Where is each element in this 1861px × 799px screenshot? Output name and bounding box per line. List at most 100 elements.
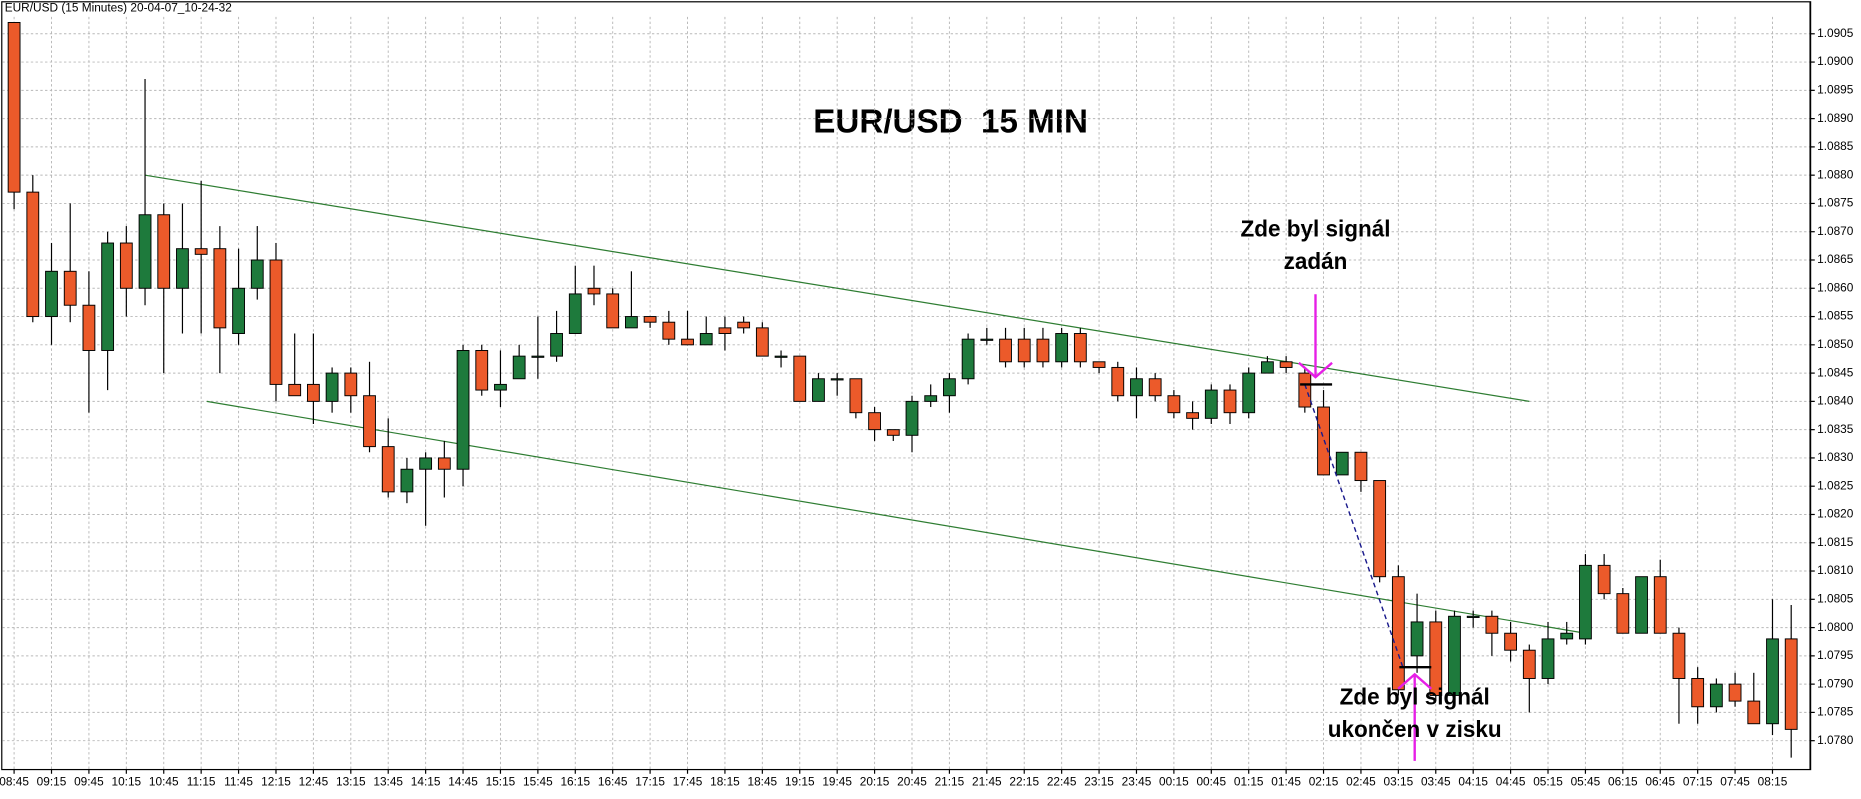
candle-body bbox=[662, 321, 676, 340]
candle-body bbox=[531, 355, 545, 358]
candle bbox=[1148, 373, 1162, 402]
candle bbox=[625, 271, 638, 329]
candle-body bbox=[344, 372, 358, 397]
x-tick-label: 03:45 bbox=[1421, 774, 1451, 788]
candle-body bbox=[1579, 564, 1592, 640]
x-tick-label: 15:45 bbox=[523, 774, 553, 788]
candle bbox=[1391, 565, 1405, 696]
candle-body bbox=[1055, 333, 1069, 363]
candle bbox=[213, 226, 227, 374]
candle bbox=[176, 203, 189, 334]
candle-body bbox=[1784, 638, 1798, 730]
candle bbox=[943, 373, 956, 413]
y-tick-label: 1.0895 bbox=[1817, 82, 1854, 96]
candle-body bbox=[1204, 389, 1218, 419]
candle bbox=[1279, 356, 1293, 374]
candle bbox=[250, 226, 264, 300]
y-tick-label: 1.0805 bbox=[1817, 591, 1854, 605]
y-tick-label: 1.0855 bbox=[1817, 309, 1854, 323]
candle bbox=[437, 440, 451, 498]
candle-body bbox=[568, 293, 582, 334]
signal-arrow bbox=[1298, 294, 1333, 379]
x-tick-label: 20:15 bbox=[860, 774, 890, 788]
candle-body bbox=[793, 355, 807, 402]
candle bbox=[1728, 672, 1742, 707]
candle bbox=[1766, 599, 1779, 736]
candle bbox=[1261, 356, 1274, 374]
x-tick-label: 12:45 bbox=[299, 774, 329, 788]
x-tick-label: 15:15 bbox=[486, 774, 516, 788]
candle-body bbox=[1092, 361, 1106, 368]
candle bbox=[119, 226, 133, 317]
candle bbox=[643, 316, 657, 328]
x-tick-label: 05:15 bbox=[1533, 774, 1563, 788]
y-tick-label: 1.0810 bbox=[1817, 563, 1854, 577]
candle bbox=[1504, 621, 1518, 662]
x-tick-label: 18:45 bbox=[748, 774, 778, 788]
x-tick-label: 06:45 bbox=[1645, 774, 1675, 788]
candle-body bbox=[7, 21, 21, 193]
signal-annotation: Zde byl signál bbox=[1240, 215, 1390, 241]
x-tick-label: 00:45 bbox=[1196, 774, 1226, 788]
x-tick-label: 09:45 bbox=[74, 774, 104, 788]
candle bbox=[1298, 367, 1312, 413]
candle-body bbox=[1391, 576, 1405, 691]
x-tick-label: 12:15 bbox=[261, 774, 291, 788]
candle bbox=[1653, 559, 1667, 634]
candle bbox=[905, 395, 919, 453]
candle bbox=[1747, 672, 1761, 725]
candle bbox=[269, 243, 283, 402]
candle bbox=[1036, 327, 1050, 368]
x-tick-label: 16:15 bbox=[560, 774, 590, 788]
candle bbox=[550, 310, 563, 362]
candle-body bbox=[812, 378, 825, 402]
candle bbox=[325, 367, 339, 413]
y-tick-label: 1.0885 bbox=[1817, 139, 1854, 153]
candle bbox=[381, 418, 395, 498]
candle bbox=[82, 271, 96, 413]
y-tick-label: 1.0795 bbox=[1817, 648, 1854, 662]
x-tick-label: 16:45 bbox=[598, 774, 628, 788]
candle-body bbox=[1597, 564, 1611, 595]
candle-body bbox=[512, 355, 526, 380]
x-tick-label: 18:15 bbox=[710, 774, 740, 788]
candle-body bbox=[494, 383, 507, 391]
candle-body bbox=[1335, 451, 1349, 476]
x-tick-label: 00:15 bbox=[1159, 774, 1189, 788]
candle bbox=[456, 344, 470, 487]
x-tick-label: 04:15 bbox=[1458, 774, 1488, 788]
candle-body bbox=[999, 338, 1012, 363]
candle-body bbox=[288, 383, 302, 397]
candle-body bbox=[1728, 683, 1742, 702]
candle bbox=[344, 367, 358, 413]
candle-body bbox=[699, 333, 713, 346]
candle-body bbox=[774, 355, 788, 358]
candle bbox=[1691, 667, 1705, 724]
signal-annotation: Zde byl signál bbox=[1340, 683, 1490, 709]
x-tick-label: 06:15 bbox=[1608, 774, 1638, 788]
x-tick-label: 22:45 bbox=[1047, 774, 1077, 788]
candle bbox=[475, 344, 489, 396]
x-tick-label: 22:15 bbox=[1009, 774, 1039, 788]
candle-body bbox=[1036, 338, 1050, 363]
candle-body bbox=[587, 287, 601, 295]
candle bbox=[494, 350, 507, 408]
candle bbox=[1672, 627, 1686, 724]
y-tick-label: 1.0790 bbox=[1817, 676, 1854, 690]
y-tick-label: 1.0845 bbox=[1817, 365, 1854, 379]
x-tick-label: 19:45 bbox=[822, 774, 852, 788]
x-tick-label: 10:15 bbox=[112, 774, 142, 788]
candle-body bbox=[1223, 389, 1237, 414]
candle bbox=[400, 457, 414, 504]
candle-body bbox=[325, 372, 339, 402]
candle-body bbox=[755, 327, 769, 357]
candle bbox=[980, 327, 994, 345]
candle-body bbox=[26, 191, 40, 318]
x-tick-label: 23:15 bbox=[1084, 774, 1114, 788]
candle-body bbox=[1635, 576, 1648, 634]
candle bbox=[138, 79, 152, 306]
candle bbox=[1485, 610, 1499, 656]
candle bbox=[1335, 451, 1349, 476]
